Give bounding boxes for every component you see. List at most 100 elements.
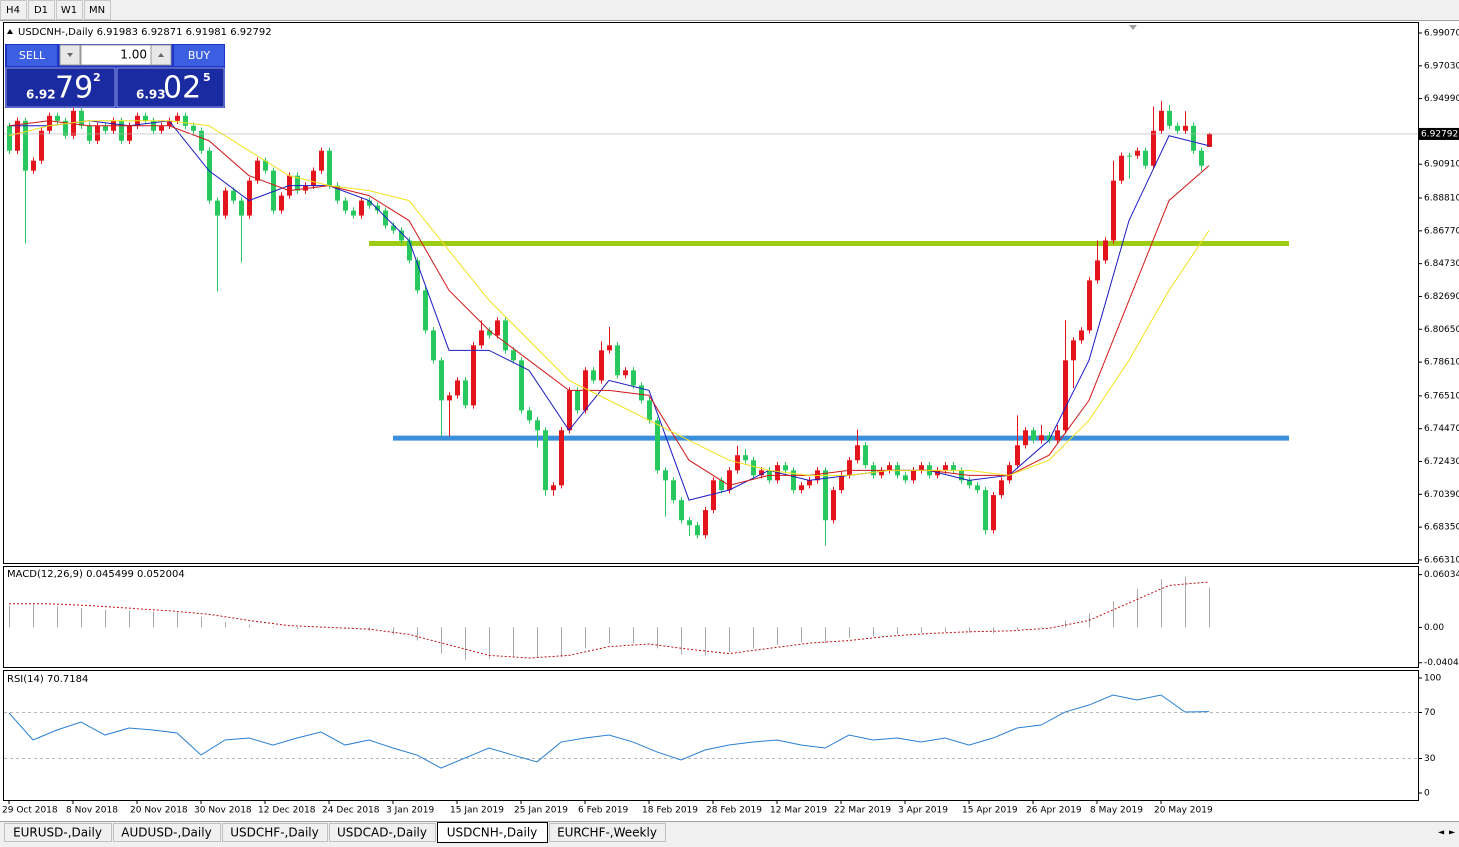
tab-scroll-left[interactable]: ◄ (1438, 828, 1445, 837)
timeframe-button[interactable] (28, 0, 55, 20)
candle-body (1127, 155, 1132, 157)
x-tick-label: 18 Feb 2019 (642, 806, 698, 816)
symbol-tab[interactable] (437, 822, 548, 843)
y-tick-label: 6.80650 (1424, 325, 1459, 335)
candle-body (7, 125, 12, 151)
shift-marker (1129, 25, 1137, 30)
candle-body (551, 485, 556, 491)
candle-body (943, 465, 948, 471)
one-click-trading: SELL 1.00 BUY 6.92 79 2 6.93 02 5 (5, 44, 225, 108)
symbol-tab[interactable] (4, 823, 112, 842)
sell-button[interactable] (7, 45, 57, 66)
buy-button[interactable] (174, 45, 224, 66)
candle-body (495, 320, 500, 336)
timeframe-button[interactable] (84, 0, 111, 20)
candle-body (15, 120, 20, 151)
candle-body (1167, 110, 1172, 126)
candle-body (455, 380, 460, 396)
symbol-tab[interactable] (329, 823, 436, 842)
buy-label: BUY (188, 49, 211, 62)
timeframe-button[interactable] (0, 0, 27, 20)
timeframe-label: D1 (34, 5, 48, 16)
collapse-icon (7, 29, 13, 34)
price-panel (3, 22, 1419, 564)
candle-body (31, 160, 36, 171)
candle-body (887, 465, 892, 471)
symbol-tab[interactable] (549, 823, 666, 842)
x-tick-label: 15 Apr 2019 (962, 806, 1018, 816)
candle-body (783, 465, 788, 471)
y-tick-label: 6.94990 (1424, 94, 1459, 104)
candle-body (1079, 330, 1084, 341)
candle-body (847, 460, 852, 476)
candle-body (703, 510, 708, 536)
candle-body (223, 190, 228, 216)
symbol-tab-label: EURCHF-,Weekly (557, 826, 657, 840)
candle-body (1183, 125, 1188, 131)
candle-body (55, 115, 60, 121)
x-tick-label: 8 Nov 2018 (66, 806, 118, 816)
candle-body (79, 110, 84, 126)
candle-body (1207, 133, 1212, 147)
candle-body (863, 445, 868, 466)
x-tick-label: 20 May 2019 (1154, 806, 1213, 816)
moving-average (8, 120, 1210, 476)
bid-box[interactable] (5, 67, 116, 108)
tab-scroll-right[interactable]: ► (1449, 828, 1456, 837)
x-tick-label: 24 Dec 2018 (322, 806, 380, 816)
candle-body (239, 200, 244, 216)
candle-body (311, 170, 316, 186)
candle-body (1135, 150, 1140, 156)
candle-body (231, 190, 236, 201)
candle-body (351, 210, 356, 216)
candle-body (63, 120, 68, 136)
candle-body (543, 430, 548, 491)
candle-body (127, 125, 132, 141)
candle-body (447, 395, 452, 401)
y-tick-label: 6.66310 (1424, 555, 1459, 565)
candle-body (39, 130, 44, 161)
ask-pips: 02 (163, 71, 201, 106)
y-tick-label: 0.00 (1424, 623, 1444, 633)
candle-body (87, 125, 92, 141)
candle-body (527, 410, 532, 421)
candle-body (1143, 150, 1148, 166)
y-tick-label: 6.90910 (1424, 160, 1459, 170)
candle-body (471, 345, 476, 406)
candle-body (1047, 435, 1052, 441)
candle-body (759, 470, 764, 476)
candle-body (199, 130, 204, 151)
x-tick-label: 26 Apr 2019 (1026, 806, 1082, 816)
y-tick-label: 30 (1424, 754, 1436, 764)
macd-title: MACD(12,26,9) 0.045499 0.052004 (7, 569, 185, 580)
ask-box[interactable] (116, 67, 225, 108)
candle-body (479, 330, 484, 346)
y-tick-label: 6.86770 (1424, 226, 1459, 236)
candle-body (1119, 155, 1124, 181)
lot-value: 1.00 (120, 48, 147, 62)
symbol-tab[interactable] (222, 823, 328, 842)
y-tick-label: 6.68350 (1424, 523, 1459, 533)
candle-body (511, 350, 516, 361)
candle-body (599, 350, 604, 381)
candle-body (639, 385, 644, 401)
candle-body (919, 465, 924, 471)
timeframe-label: MN (89, 5, 105, 16)
candle-body (255, 160, 260, 181)
y-tick-label: 6.76510 (1424, 391, 1459, 401)
candle-body (687, 520, 692, 526)
candle-body (375, 205, 380, 211)
candle-body (1039, 435, 1044, 441)
candle-body (335, 185, 340, 201)
price-title: USDCNH-,Daily 6.91983 6.92871 6.91981 6.… (18, 27, 272, 38)
rsi-line (8, 694, 1210, 769)
symbol-tab[interactable] (113, 823, 221, 842)
candle-body (103, 125, 108, 131)
x-tick-label: 30 Nov 2018 (194, 806, 252, 816)
symbol-tab-label: USDCAD-,Daily (337, 826, 427, 840)
candle-body (727, 470, 732, 491)
candle-body (1071, 340, 1076, 361)
candle-body (415, 260, 420, 291)
timeframe-button[interactable] (56, 0, 83, 20)
